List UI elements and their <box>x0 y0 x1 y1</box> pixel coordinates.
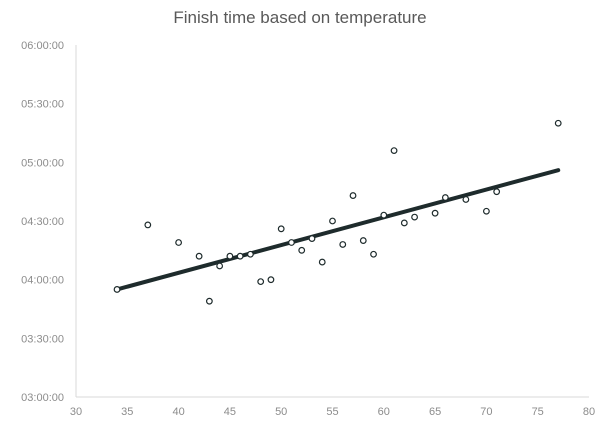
y-tick-label: 05:30:00 <box>21 99 64 111</box>
x-tick-label: 70 <box>480 406 492 418</box>
x-tick-label: 80 <box>583 406 595 418</box>
data-point <box>113 286 121 293</box>
data-point <box>257 278 265 286</box>
data-point <box>288 239 295 246</box>
axes <box>75 45 589 398</box>
trendline <box>115 168 561 292</box>
data-point <box>318 258 326 266</box>
y-tick-label: 05:00:00 <box>21 157 64 169</box>
data-point <box>195 252 203 260</box>
data-point <box>267 276 275 284</box>
trendline-group <box>115 168 561 292</box>
data-point <box>308 235 316 243</box>
data-point <box>175 239 183 246</box>
data-point <box>236 252 244 260</box>
data-point <box>554 119 562 127</box>
x-tick-label: 60 <box>378 406 390 418</box>
data-point <box>298 246 306 254</box>
data-point <box>226 252 234 260</box>
data-point <box>390 147 398 155</box>
y-tick-label: 04:30:00 <box>21 216 64 228</box>
y-tick-label: 03:30:00 <box>21 333 64 345</box>
x-tick-label: 55 <box>326 406 338 418</box>
data-point <box>493 188 501 196</box>
y-tick-label: 06:00:00 <box>21 40 64 52</box>
data-point <box>411 213 418 221</box>
data-point <box>380 211 388 219</box>
y-tick-label: 04:00:00 <box>21 275 64 287</box>
y-tick-label: 03:00:00 <box>21 392 64 404</box>
data-point <box>144 221 152 229</box>
x-tick-label: 40 <box>172 406 184 418</box>
data-point <box>247 250 254 258</box>
data-point <box>370 250 377 258</box>
data-point <box>441 194 449 201</box>
x-tick-labels: 30 35 40 45 50 55 60 65 70 75 80 <box>70 406 595 418</box>
y-tick-labels: 03:00:00 03:30:00 04:00:00 04:30:00 05:00:00… <box>21 40 64 404</box>
data-point <box>400 219 408 227</box>
data-point <box>329 217 336 225</box>
x-tick-label: 35 <box>121 406 133 418</box>
data-point <box>462 196 470 203</box>
points-group <box>113 119 562 305</box>
x-tick-label: 45 <box>224 406 236 418</box>
chart-title: Finish time based on temperature <box>173 8 427 27</box>
x-tick-label: 75 <box>532 406 544 418</box>
data-point <box>339 241 347 248</box>
data-point <box>216 262 224 270</box>
data-point <box>349 192 357 199</box>
data-point <box>431 209 439 217</box>
x-tick-label: 30 <box>70 406 82 418</box>
data-point <box>359 237 367 244</box>
data-point <box>277 225 285 233</box>
data-point <box>205 297 213 305</box>
x-tick-label: 65 <box>429 406 441 418</box>
x-tick-label: 50 <box>275 406 287 418</box>
data-point <box>483 207 490 215</box>
